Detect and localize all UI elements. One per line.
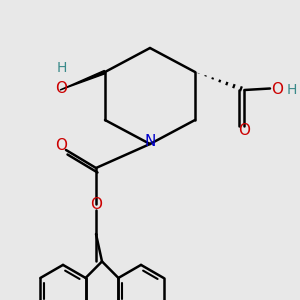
Polygon shape <box>60 70 106 90</box>
Text: O: O <box>56 138 68 153</box>
Text: O: O <box>272 82 284 98</box>
Text: O: O <box>238 123 250 138</box>
Text: O: O <box>90 197 102 212</box>
Text: N: N <box>144 134 156 148</box>
Text: H: H <box>286 83 297 97</box>
Text: O: O <box>56 81 68 96</box>
Text: H: H <box>56 61 67 74</box>
